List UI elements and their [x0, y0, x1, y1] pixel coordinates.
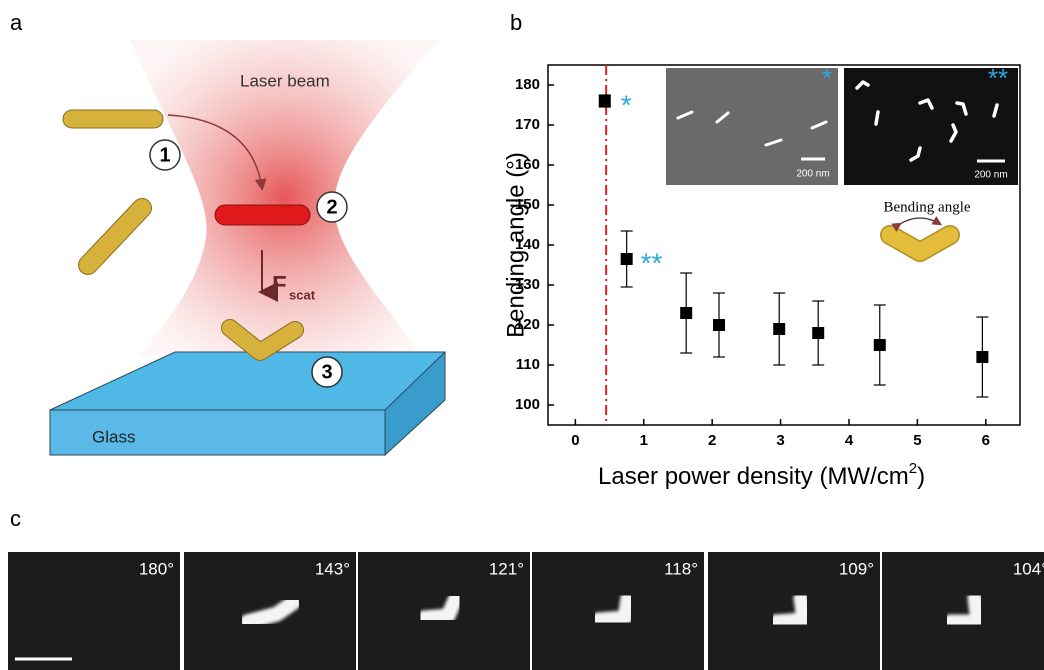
x-tick-label: 4: [845, 432, 854, 449]
y-tick-label: 110: [516, 356, 540, 373]
icon-label: Bending angle: [883, 199, 970, 215]
y-tick-label: 120: [515, 316, 540, 333]
inset-marker: **: [988, 63, 1008, 93]
diagram: Laser beam 1 2 3 F scat Glass: [50, 40, 445, 455]
x-axis-label: Laser power density (MW/cm2): [598, 460, 925, 490]
beam-label: Laser beam: [240, 71, 330, 90]
nanorod: [88, 208, 142, 265]
panel-label: c: [10, 506, 21, 531]
y-tick-label: 140: [515, 236, 540, 253]
x-axis-label-part: Laser power density (MW/cm: [598, 463, 909, 490]
angle-label: 118°: [664, 559, 698, 578]
glass-top: [50, 352, 445, 410]
data-point: [680, 307, 692, 319]
bent-rod-icon: [890, 235, 950, 252]
y-tick-label: 130: [515, 276, 540, 293]
angle-label: 121°: [489, 559, 524, 578]
annotation: *: [621, 89, 632, 120]
data-point: [713, 319, 725, 331]
y-tick-label: 100: [515, 396, 540, 413]
angle-label: 109°: [839, 559, 874, 578]
substrate-label: Glass: [92, 427, 135, 446]
x-tick-label: 5: [913, 432, 921, 449]
y-tick-label: 180: [515, 76, 540, 93]
data-point: [874, 339, 886, 351]
scale-label: 200 nm: [974, 170, 1007, 181]
x-axis-label-part: ): [917, 463, 925, 490]
step-number: 2: [326, 196, 337, 218]
panel-label: b: [510, 10, 522, 35]
data-point: [812, 327, 824, 339]
heated-nanorod: [215, 205, 310, 225]
angle-arrow: [900, 218, 940, 224]
angle-label: 143°: [315, 559, 350, 578]
inset-marker: *: [822, 63, 832, 93]
x-axis-label-sup: 2: [909, 460, 917, 477]
step-number: 1: [159, 144, 170, 166]
scale-label: 200 nm: [796, 169, 829, 180]
y-tick-label: 160: [515, 156, 540, 173]
y-tick-label: 170: [515, 116, 540, 133]
force-label: F: [272, 271, 287, 298]
panel-label: a: [10, 10, 23, 35]
force-subscript: scat: [289, 287, 316, 302]
step-number: 3: [321, 361, 332, 383]
data-point: [621, 253, 633, 265]
image-strip: 180° 143° 121° 118° 109° 104°: [8, 552, 1044, 670]
x-tick-label: 6: [982, 432, 990, 449]
data-point: [599, 95, 611, 107]
x-tick-label: 1: [640, 432, 648, 449]
data-point: [773, 323, 785, 335]
x-tick-label: 2: [708, 432, 716, 449]
angle-label: 180°: [139, 559, 174, 578]
x-tick-label: 3: [776, 432, 784, 449]
insets: [666, 68, 1018, 252]
angle-label: 104°: [1013, 559, 1044, 578]
y-tick-label: 150: [515, 196, 540, 213]
annotation: **: [641, 247, 663, 278]
data-point: [976, 351, 988, 363]
x-tick-label: 0: [571, 432, 579, 449]
figure: a b c Laser beam 1 2 3 F scat Glass: [0, 0, 1044, 670]
nanorod: [63, 110, 163, 128]
